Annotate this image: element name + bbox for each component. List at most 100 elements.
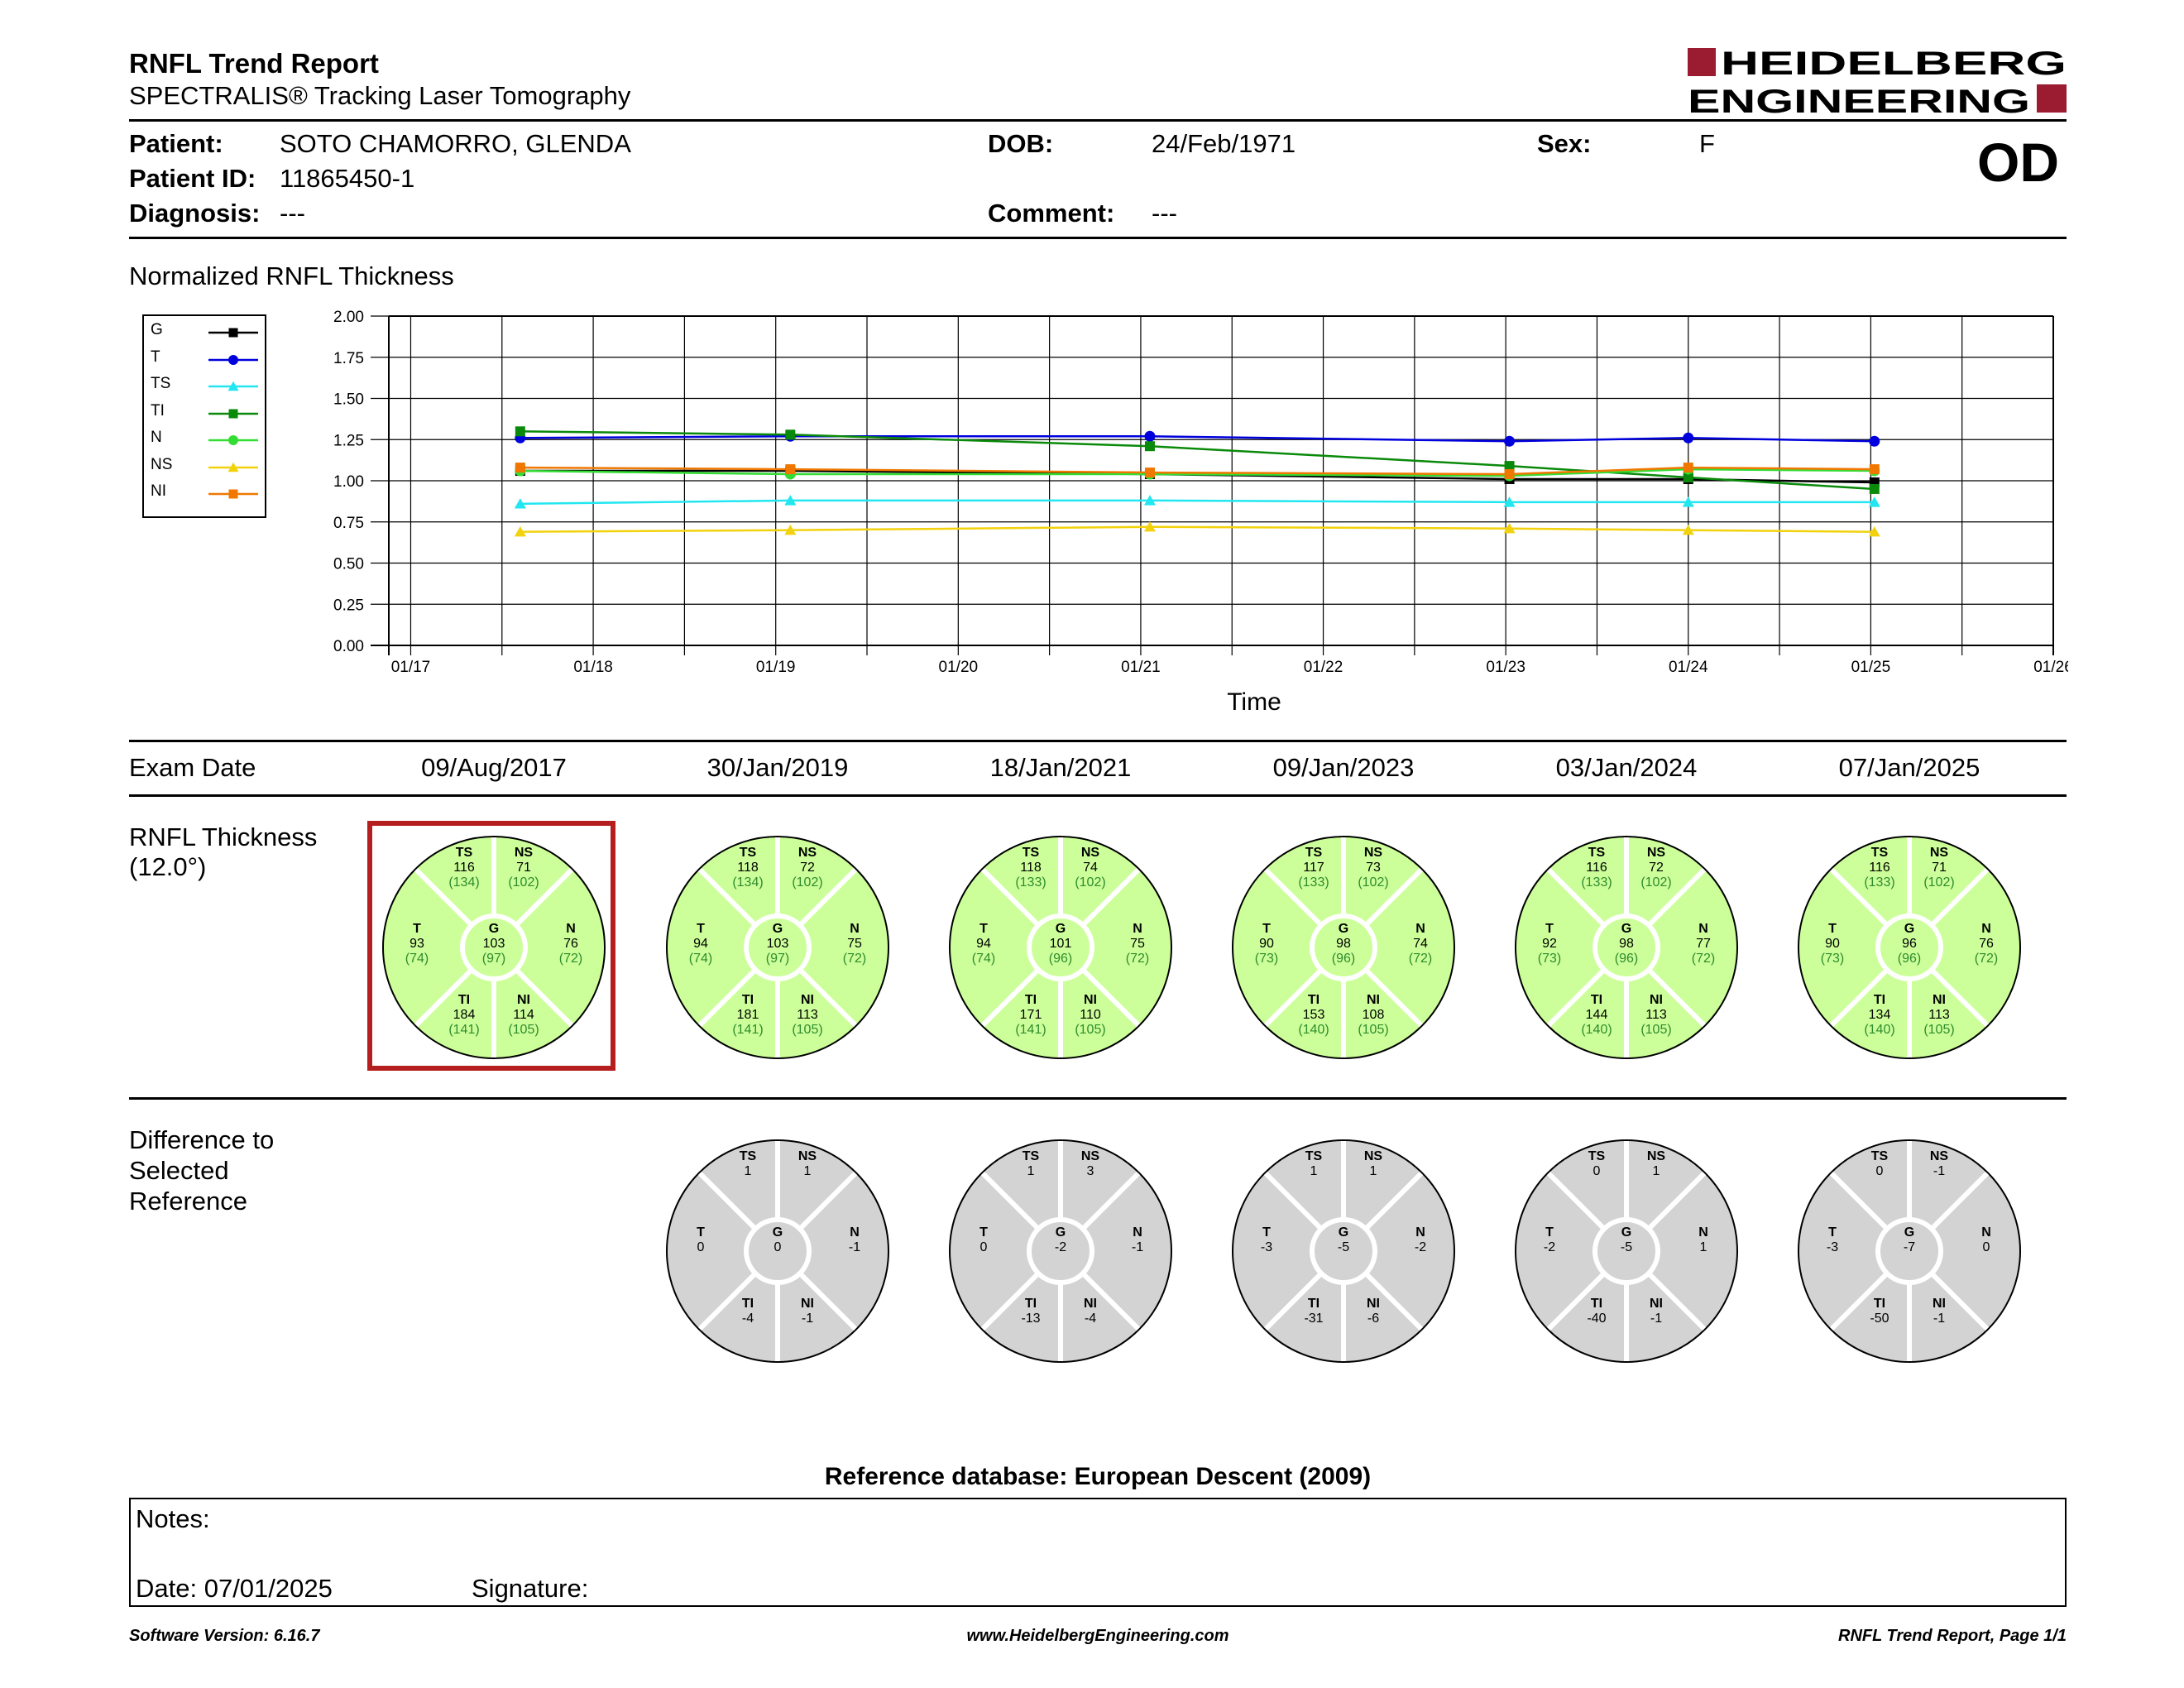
sector-value-n: 1 [1700, 1240, 1707, 1254]
sector-value-n: 76 [563, 937, 578, 951]
sector-name-ts: TS [1305, 846, 1323, 860]
legend-item-n: N [144, 427, 265, 453]
sector-value-ns: 72 [1649, 861, 1664, 875]
footer-website[interactable]: www.HeidelbergEngineering.com [966, 1627, 1229, 1645]
x-tick-label: 01/20 [939, 659, 979, 676]
notes-box[interactable] [129, 1498, 2067, 1607]
legend-item-g: G [144, 319, 265, 346]
sector-divider [1363, 867, 1424, 928]
sector-divider [697, 967, 758, 1028]
exam-date-label: Exam Date [129, 753, 256, 782]
sector-value-t: -3 [1261, 1240, 1272, 1254]
sector-name-ti: TI [458, 993, 470, 1007]
sector-divider [1646, 867, 1707, 928]
sector-value-ni: 113 [1928, 1008, 1950, 1022]
sector-name-ti: TI [1025, 1297, 1037, 1311]
sector-name-ns: NS [1647, 1149, 1666, 1163]
data-point-ni [1144, 468, 1155, 478]
sector-name-n: N [1698, 1225, 1708, 1240]
sector-value-ts: 116 [1869, 861, 1890, 875]
sector-normal-ns: (102) [1640, 875, 1671, 890]
sector-name-ts: TS [1588, 846, 1606, 860]
center-ring [1875, 1217, 1943, 1285]
sector-value-ns: -1 [1933, 1164, 1945, 1178]
sector-normal-ti: (141) [448, 1023, 479, 1037]
header-divider [129, 119, 2067, 122]
sector-name-ni: NI [517, 993, 530, 1007]
exam-date-3[interactable]: 18/Jan/2021 [989, 753, 1132, 782]
sector-divider [697, 1271, 758, 1331]
exam-date-6[interactable]: 07/Jan/2025 [1838, 753, 1980, 782]
series-line-ti [520, 430, 1875, 491]
sector-normal-t: (74) [972, 952, 995, 966]
data-point-ts [1503, 496, 1516, 507]
sector-value-ts: 1 [1027, 1164, 1035, 1178]
exam-date-4[interactable]: 09/Jan/2023 [1272, 753, 1415, 782]
comment-value: --- [1152, 199, 1177, 228]
legend-label: G [151, 321, 163, 338]
center-ring [1310, 914, 1377, 981]
sector-name-g: G [1904, 1225, 1914, 1240]
sector-normal-n: (72) [1126, 952, 1149, 966]
sector-name-ni: NI [1367, 993, 1380, 1007]
exam-date-2[interactable]: 30/Jan/2019 [706, 753, 849, 782]
sector-normal-n: (72) [843, 952, 866, 966]
sector-value-g: 101 [1050, 937, 1072, 951]
sector-value-ti: -4 [742, 1312, 754, 1326]
sector-value-ts: 1 [1310, 1164, 1318, 1178]
sector-normal-ts: (133) [1015, 875, 1046, 890]
sector-divider [1263, 1171, 1324, 1231]
sector-divider [1929, 1271, 1990, 1331]
data-point-ns [1682, 525, 1694, 535]
diagnosis-value: --- [280, 199, 305, 228]
sector-normal-ti: (141) [1015, 1023, 1046, 1037]
legend-label: TS [151, 375, 171, 392]
sector-name-ns: NS [1081, 1149, 1100, 1163]
dob-value: 24/Feb/1971 [1152, 129, 1296, 158]
difference-circle-3[interactable]: TS1 NS3 T0 G-2 N-1 TI-13 NI-4 [946, 1137, 1175, 1365]
sector-name-ti: TI [742, 993, 754, 1007]
data-point-ns [1868, 525, 1880, 537]
sector-value-ti: -13 [1021, 1312, 1040, 1326]
sector-name-ni: NI [1933, 993, 1946, 1007]
selected-reference-box[interactable] [367, 821, 615, 1071]
exam-date-1[interactable]: 09/Aug/2017 [421, 753, 567, 782]
sector-name-n: N [850, 922, 860, 936]
chart-legend: G T TS TI N NS NI [142, 314, 266, 518]
sector-name-g: G [489, 922, 499, 936]
exam-date-5[interactable]: 03/Jan/2024 [1555, 753, 1698, 782]
sector-value-n: -1 [849, 1240, 860, 1254]
center-ring [744, 914, 812, 981]
data-point-t [1504, 435, 1516, 447]
x-tick-label: 01/23 [1486, 659, 1525, 676]
sector-name-ti: TI [1874, 993, 1885, 1007]
footer-page: RNFL Trend Report, Page 1/1 [1838, 1627, 2067, 1645]
sector-divider [797, 1171, 858, 1231]
patient-name: SOTO CHAMORRO, GLENDA [280, 129, 631, 158]
thickness-divider [129, 1097, 2067, 1100]
sector-value-ni: 110 [1080, 1008, 1101, 1022]
sector-normal-g: (96) [1898, 952, 1921, 966]
sector-name-t: T [697, 922, 705, 936]
center-ring [1592, 914, 1660, 981]
sector-divider [1080, 967, 1141, 1028]
sector-name-t: T [1262, 1225, 1271, 1240]
sector-name-n: N [566, 922, 576, 936]
x-tick-label: 01/22 [1304, 659, 1343, 676]
data-point-ts [1682, 496, 1694, 507]
sector-name-n: N [1133, 922, 1142, 936]
sector-divider [1080, 1271, 1141, 1331]
patient-divider [129, 237, 2067, 239]
sector-name-ti: TI [1308, 1297, 1320, 1311]
sector-name-ns: NS [515, 846, 534, 860]
